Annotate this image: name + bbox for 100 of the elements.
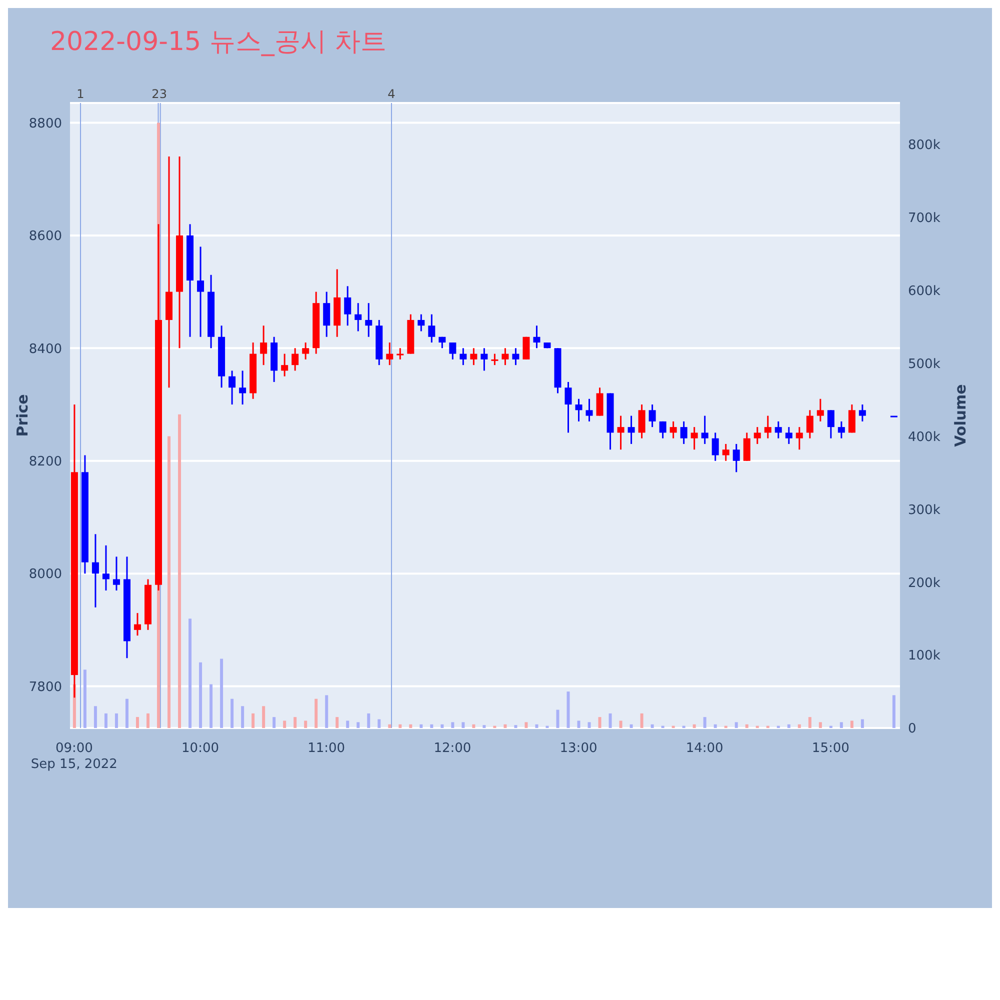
bar	[220, 658, 224, 728]
y-tick-label: 8600	[28, 229, 62, 244]
bar	[535, 724, 538, 728]
candlestick	[365, 302, 372, 338]
candlestick	[228, 370, 236, 406]
candlestick	[806, 409, 814, 440]
y2-tick-label: 600k	[908, 284, 941, 300]
candlestick	[92, 533, 99, 608]
bar	[168, 436, 171, 728]
bar	[524, 722, 528, 728]
x-tick-label: 09:00 Sep 15, 2022	[30, 741, 118, 772]
bar	[94, 706, 97, 728]
candlestick	[638, 404, 646, 440]
bar	[283, 720, 286, 728]
bar	[714, 724, 717, 728]
candlestick	[670, 420, 677, 440]
y2-tick-label: 300k	[908, 502, 941, 518]
y2-tick-label: 700k	[908, 211, 941, 226]
candlestick	[491, 353, 498, 366]
candlestick	[480, 347, 488, 372]
bar	[566, 692, 570, 728]
chart-title: 2022-09-15 뉴스_공시 차트	[50, 26, 387, 59]
bar	[346, 720, 350, 728]
bar	[472, 724, 476, 728]
candlestick	[816, 398, 824, 422]
candlestick	[533, 324, 540, 349]
candlestick	[680, 420, 688, 445]
bar	[325, 695, 328, 728]
bar	[356, 722, 360, 728]
bar	[504, 724, 507, 728]
candlestick	[659, 420, 666, 440]
bar	[178, 414, 182, 728]
candlestick	[732, 443, 740, 473]
bar	[892, 695, 896, 728]
candlestick	[575, 398, 582, 422]
bar	[619, 720, 622, 728]
bar	[818, 722, 822, 728]
bar	[367, 713, 370, 728]
bar	[462, 722, 465, 728]
candlestick	[648, 404, 656, 428]
candlestick	[586, 398, 593, 422]
y2-axis-title: Volume	[951, 384, 970, 447]
bar	[336, 717, 339, 728]
bar	[850, 720, 854, 728]
candlestick	[449, 342, 456, 360]
bar	[630, 724, 633, 728]
candlestick	[690, 426, 698, 450]
y-axis-title: Price	[13, 394, 32, 437]
bar	[598, 717, 602, 728]
y-tick-label: 8000	[28, 567, 62, 582]
y-tick-label: 8400	[28, 342, 62, 357]
bar	[230, 698, 234, 728]
bar	[451, 722, 454, 728]
ref-line-label: 4	[388, 87, 396, 101]
candlestick	[564, 381, 572, 434]
bar	[125, 698, 128, 728]
bar	[577, 720, 580, 728]
bar	[650, 724, 654, 728]
candlestick	[796, 426, 803, 450]
bar	[83, 670, 86, 728]
candlestick	[197, 246, 204, 338]
bar	[314, 698, 318, 728]
candlestick	[785, 426, 792, 445]
candlestick	[470, 347, 478, 366]
bar	[398, 724, 402, 728]
bar	[514, 725, 518, 728]
bar	[378, 719, 381, 728]
candlestick	[743, 432, 750, 462]
ref-line-label: 1	[76, 87, 84, 101]
bar	[188, 618, 192, 728]
candlestick	[112, 556, 120, 592]
candlestick	[764, 415, 772, 440]
candlestick	[722, 443, 730, 462]
candlestick	[418, 314, 425, 332]
candlestick	[617, 415, 624, 450]
ref-line-label: 2	[152, 87, 160, 101]
candlestick	[774, 420, 782, 440]
candlestick	[302, 342, 310, 360]
bar	[262, 706, 266, 728]
bar	[588, 722, 591, 728]
candlestick	[460, 347, 467, 366]
bar	[252, 713, 255, 728]
candlestick	[102, 544, 110, 592]
bar	[272, 717, 276, 728]
y2-tick-label: 0	[908, 722, 916, 737]
bar	[608, 713, 612, 728]
x-tick-label: 11:00	[308, 741, 346, 756]
bar	[692, 724, 696, 728]
bar	[787, 724, 790, 728]
bar	[556, 710, 560, 728]
bar	[703, 717, 706, 728]
candlestick	[323, 291, 330, 338]
y2-tick-label: 500k	[908, 356, 941, 372]
y-tick-label: 8200	[28, 454, 62, 470]
candlestick	[428, 314, 436, 344]
candlestick	[848, 404, 856, 434]
bar	[745, 724, 748, 728]
candlestick	[628, 415, 635, 445]
bar	[199, 662, 202, 728]
candlestick	[858, 404, 866, 422]
